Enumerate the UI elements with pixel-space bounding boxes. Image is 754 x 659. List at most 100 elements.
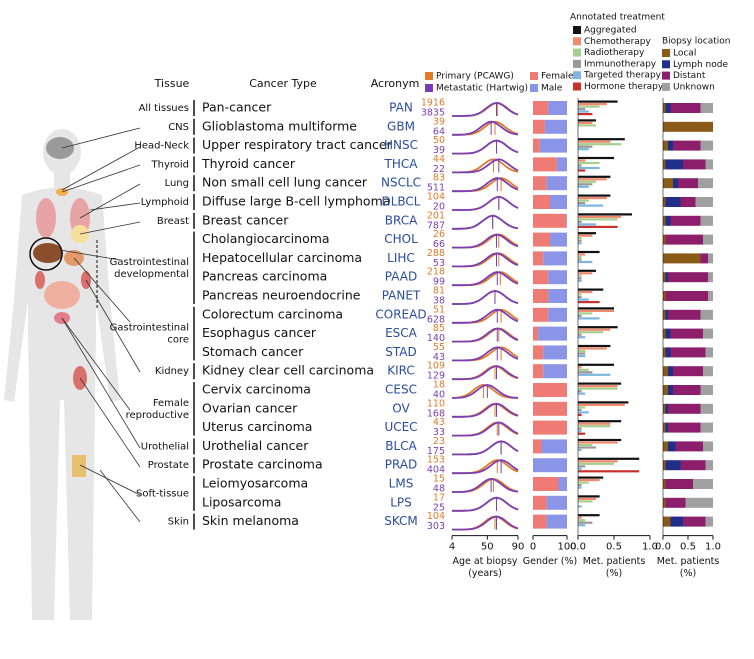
header: Cancer Type <box>249 77 317 90</box>
gender-bar <box>533 439 542 454</box>
acronym: CESC <box>385 383 417 397</box>
treatment-bar <box>578 253 586 256</box>
treatment-bar <box>578 291 593 294</box>
n-primary: 43 <box>433 417 445 428</box>
biopsy-bar <box>663 291 666 301</box>
tissue-label: developmental <box>114 269 189 280</box>
legend-swatch <box>425 84 433 92</box>
treatment-bar <box>578 220 582 223</box>
treatment-bar <box>578 430 582 433</box>
n-primary: 18 <box>433 380 445 391</box>
acronym: PAN <box>389 101 413 115</box>
acronym: BRCA <box>385 213 418 227</box>
age-density <box>452 214 519 230</box>
treatment-bar <box>578 514 600 517</box>
treatment-bar <box>578 143 622 146</box>
legend-swatch <box>573 82 581 91</box>
biopsy-bar <box>673 178 678 189</box>
treatment-bar <box>578 406 586 409</box>
treatment-bar <box>578 333 582 336</box>
tissue-label: Soft-tissue <box>136 488 189 499</box>
age-density <box>452 177 519 193</box>
tissue-label: CNS <box>168 122 189 133</box>
treatment-bar <box>578 425 611 428</box>
treatment-bar <box>578 500 593 503</box>
treatment-bar <box>578 347 607 350</box>
acronym: PAAD <box>385 270 417 284</box>
treatment-bar <box>578 486 582 489</box>
biopsy-bar <box>700 422 713 433</box>
treatment-bar <box>578 392 586 395</box>
legend-label: Local <box>673 49 696 59</box>
treatment-bar <box>578 307 614 310</box>
treatment-bar <box>578 422 611 425</box>
n-primary: 81 <box>433 286 445 297</box>
cancer-type: Upper respiratory tract cancer <box>202 137 393 152</box>
gender-bar <box>548 307 567 322</box>
acronym: PANET <box>382 289 421 303</box>
gender-bar <box>533 495 547 510</box>
treatment-bar <box>578 169 586 172</box>
axis-label: (%) <box>680 568 696 579</box>
treatment-bar <box>578 441 618 444</box>
biopsy-bar <box>665 215 671 226</box>
treatment-bar <box>578 215 622 218</box>
treatment-bar <box>578 457 640 460</box>
n-primary: 15 <box>433 474 445 485</box>
tick-label: 0 <box>530 542 536 553</box>
treatment-bar <box>578 312 593 315</box>
acronym: GBM <box>387 119 415 133</box>
legend-title: Biopsy location <box>662 37 730 47</box>
tissue-label: Gastrointestinal <box>110 323 189 334</box>
treatment-bar <box>578 484 582 487</box>
treatment-bar <box>578 124 596 127</box>
n-primary: 104 <box>427 511 445 522</box>
treatment-bar <box>578 213 632 216</box>
treatment-bar <box>578 164 582 167</box>
tissue-label: core <box>167 335 189 346</box>
biopsy-bar <box>683 516 706 527</box>
treatment-bar <box>578 138 625 141</box>
treatment-bar <box>578 296 582 299</box>
age-density <box>452 158 519 174</box>
n-metastatic: 40 <box>433 390 445 401</box>
acronym: SKCM <box>384 514 418 528</box>
treatment-bar <box>578 521 593 524</box>
treatment-bar <box>578 161 600 165</box>
gender-bar <box>538 326 567 341</box>
biopsy-bar <box>700 140 713 151</box>
tick-label: 0.5 <box>606 542 622 553</box>
biopsy-bar <box>663 403 666 414</box>
biopsy-bar <box>665 460 681 471</box>
treatment-bar <box>578 476 604 479</box>
biopsy-bar <box>670 215 701 226</box>
axis-label: (years) <box>468 568 502 579</box>
legend-swatch <box>425 72 433 80</box>
cancer-type: Cervix carcinoma <box>202 382 311 397</box>
tick-label: 0.5 <box>680 542 696 553</box>
gender-bar <box>558 477 567 491</box>
treatment-bar <box>578 403 625 406</box>
biopsy-bar <box>703 441 713 452</box>
treatment-bar <box>578 465 586 468</box>
biopsy-bar <box>663 422 666 433</box>
biopsy-bar <box>665 479 693 489</box>
legend-label: Chemotherapy <box>584 37 651 47</box>
gender-bar <box>543 251 567 266</box>
treatment-bar <box>578 260 593 264</box>
biopsy-bar <box>663 140 668 151</box>
biopsy-bar <box>663 366 668 377</box>
tick-label: 0.0 <box>655 542 671 553</box>
age-density <box>452 384 519 399</box>
acronym: PRAD <box>385 458 418 472</box>
age-density <box>452 421 519 437</box>
biopsy-bar <box>673 140 701 151</box>
gender-bar <box>533 514 547 529</box>
age-density <box>452 196 519 211</box>
treatment-bar <box>578 223 596 226</box>
n-metastatic: 303 <box>427 521 445 532</box>
treatment-bar <box>578 432 586 435</box>
biopsy-bar <box>703 328 713 339</box>
acronym: DLBCL <box>381 195 420 209</box>
age-density <box>452 214 519 230</box>
